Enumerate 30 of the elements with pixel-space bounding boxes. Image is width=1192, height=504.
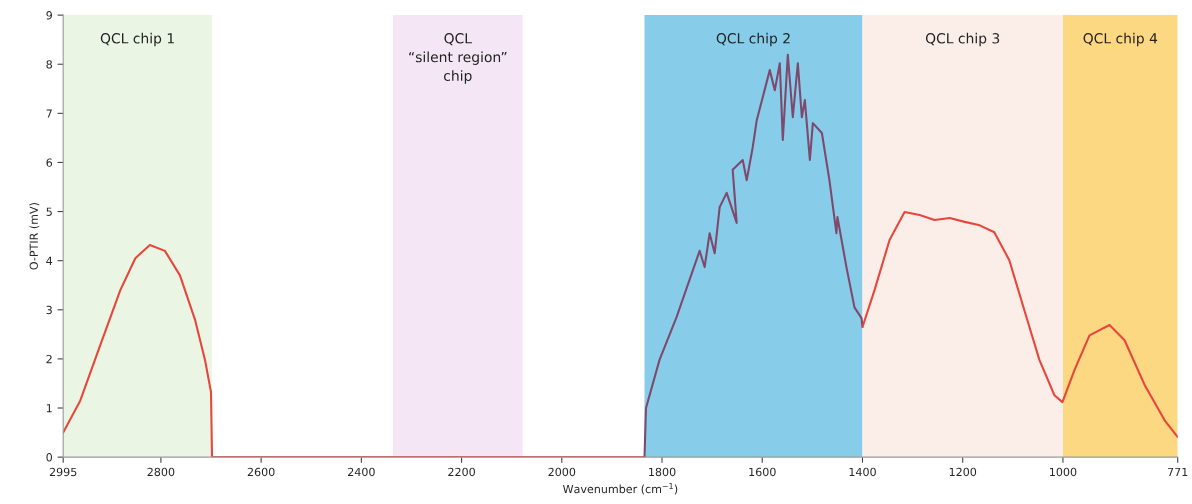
band-label: QCL chip 2 — [716, 32, 790, 47]
y-axis-title: O-PTIR (mV) — [29, 202, 40, 270]
x-tick-label: 2995 — [49, 467, 77, 477]
x-tick-label: 2200 — [448, 467, 475, 477]
y-tick-label: 5 — [46, 207, 52, 216]
x-tick-label: 1800 — [649, 467, 676, 477]
x-axis-title: Wavenumber (cm$^{−1}$) — [562, 483, 678, 495]
x-tick-label: 2000 — [548, 467, 576, 477]
y-tick-label: 8 — [46, 60, 52, 69]
x-tick-label: 1400 — [849, 467, 876, 477]
y-tick-label: 1 — [46, 404, 52, 413]
x-tick-label: 1000 — [1050, 467, 1077, 477]
x-tick-label: 1200 — [949, 467, 977, 477]
x-tick-label: 2800 — [147, 467, 175, 477]
x-tick-label: 2400 — [348, 467, 375, 477]
x-tick-label: 2600 — [247, 467, 275, 477]
y-tick-label: 4 — [46, 256, 53, 265]
y-tick-label: 7 — [46, 109, 52, 118]
y-tick-label: 2 — [46, 354, 52, 364]
y-tick-label: 6 — [46, 158, 53, 167]
y-tick-label: 9 — [46, 11, 52, 20]
y-tick-label: 3 — [46, 305, 52, 315]
x-tick-label: 1600 — [749, 467, 776, 477]
line-series — [861, 211, 1178, 439]
band-label: QCL chip 1 — [100, 32, 174, 47]
band-label: QCL chip 4 — [1083, 32, 1158, 47]
x-tick-label: 771 — [1168, 467, 1188, 476]
y-tick-label: 0 — [46, 453, 53, 462]
band-label: QCL “silent region” chip — [409, 33, 507, 84]
band-label: QCL chip 3 — [925, 32, 1000, 47]
